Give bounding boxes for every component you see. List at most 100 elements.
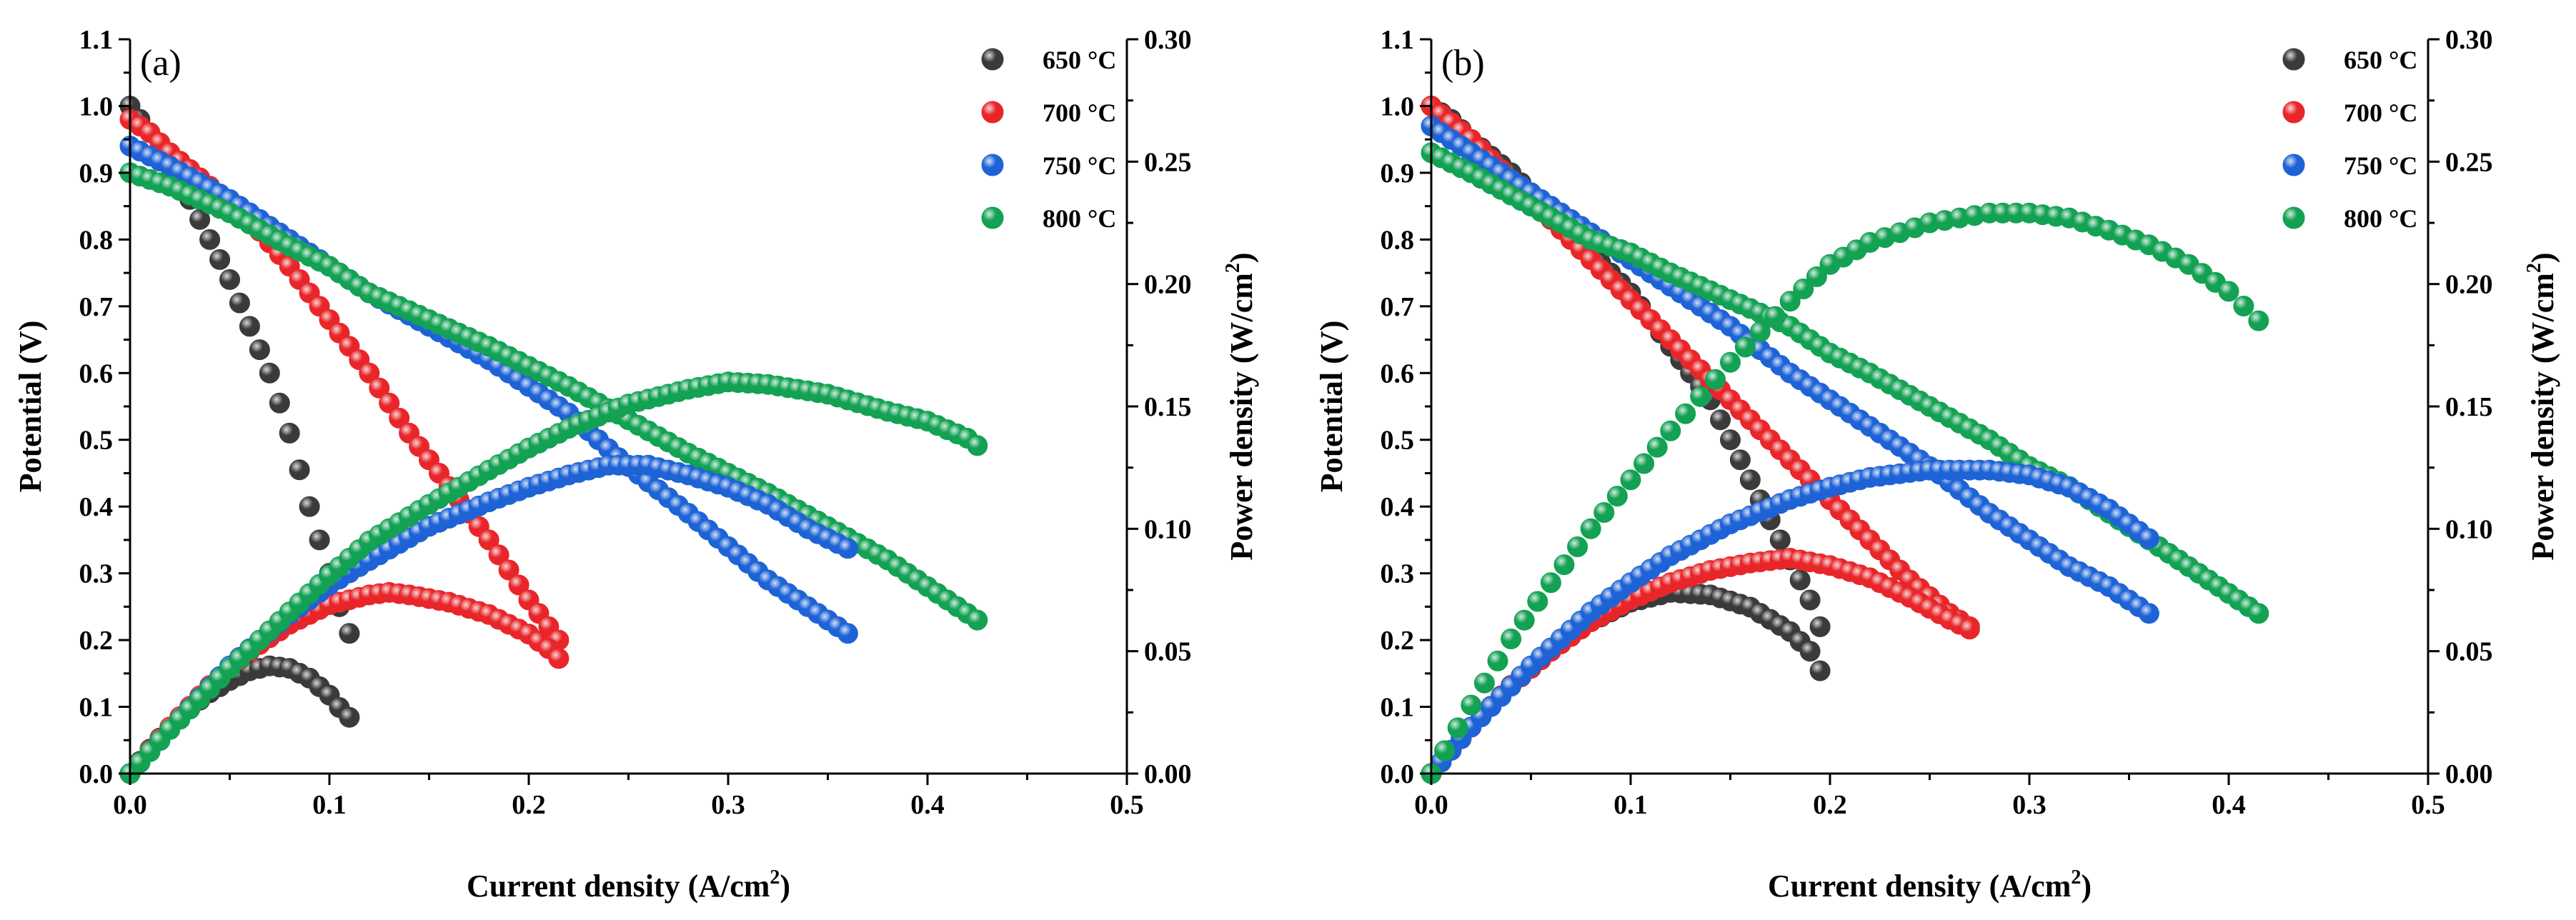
panel-label: (a) xyxy=(140,43,181,84)
data-point xyxy=(1501,629,1522,649)
y-tick-label: 0.1 xyxy=(1381,693,1415,723)
y2-axis-title: Power density (W/cm2) xyxy=(2523,252,2560,560)
x-tick-label: 0.5 xyxy=(1110,790,1144,820)
y2-axis-title: Power density (W/cm2) xyxy=(1222,252,1259,560)
y2-tick-label: 0.15 xyxy=(2445,392,2493,422)
data-point xyxy=(1675,403,1696,424)
y2-tick-label: 0.20 xyxy=(1144,270,1192,300)
data-point xyxy=(837,623,858,644)
x-tick-label: 0.2 xyxy=(512,790,546,820)
y-tick-label: 0.9 xyxy=(1381,159,1415,189)
y2-tick-label: 0.05 xyxy=(1144,637,1192,667)
data-point xyxy=(1809,660,1831,681)
x-tick-label: 0.0 xyxy=(1414,790,1448,820)
y-tick-label: 0.9 xyxy=(79,159,114,189)
data-point xyxy=(1734,336,1756,358)
y2-tick-label: 0.10 xyxy=(2445,514,2493,544)
chart-panel-b: 0.0 0.1 0.2 0.3 0.4 0.5 0.0 0.1 0.2 0.3 0.4 0.5 0.6 0… xyxy=(1314,25,2560,904)
data-point xyxy=(299,496,320,517)
data-point xyxy=(249,339,270,361)
y2-tick-label: 0.10 xyxy=(1144,514,1192,544)
x-tick-label: 0.3 xyxy=(2012,790,2047,820)
y2-tick-label: 0.30 xyxy=(2445,25,2493,55)
data-point xyxy=(1809,616,1831,637)
data-point xyxy=(279,422,300,444)
x-tick-label: 0.2 xyxy=(1813,790,1847,820)
chart-panel-a: 0.0 0.1 0.2 0.3 0.4 0.5 0.0 0.1 0.2 0.3 0.4 0.5 0.6 0… xyxy=(13,25,1259,904)
y2-tick-label: 0.00 xyxy=(1144,759,1192,789)
y2-tick-label: 0.25 xyxy=(2445,147,2493,177)
data-point xyxy=(967,435,988,456)
data-point xyxy=(2248,310,2269,331)
legend-marker xyxy=(981,48,1004,71)
legend-label: 700 °C xyxy=(2344,99,2417,127)
x-axis-title: Current density (A/cm2) xyxy=(467,866,790,904)
legend-marker xyxy=(981,206,1004,229)
y-tick-label: 0.7 xyxy=(79,292,114,322)
x-axis-title: Current density (A/cm2) xyxy=(1768,866,2092,904)
series-800-power xyxy=(119,371,988,784)
data-point xyxy=(269,392,290,414)
data-point xyxy=(1690,386,1711,407)
data-point xyxy=(1447,717,1468,739)
y-tick-label: 0.0 xyxy=(79,759,114,789)
data-point xyxy=(1567,536,1588,557)
y-tick-label: 1.1 xyxy=(79,25,114,55)
legend-label: 800 °C xyxy=(2344,204,2417,233)
data-point xyxy=(1739,469,1761,491)
data-point xyxy=(1461,694,1482,716)
data-point xyxy=(1749,321,1771,342)
data-point xyxy=(1705,369,1726,390)
data-point xyxy=(1660,420,1681,441)
data-point xyxy=(379,392,400,414)
data-point xyxy=(1799,641,1821,662)
data-point xyxy=(1764,306,1786,327)
data-point xyxy=(1729,449,1751,471)
data-point xyxy=(1720,351,1741,373)
data-point xyxy=(498,559,519,581)
x-tick-label: 0.4 xyxy=(910,790,945,820)
data-point xyxy=(2248,603,2269,624)
data-point xyxy=(239,316,260,337)
x-tick-label: 0.1 xyxy=(312,790,347,820)
y-tick-label: 0.0 xyxy=(1381,759,1415,789)
data-point xyxy=(309,529,330,551)
y-tick-label: 0.3 xyxy=(1381,559,1415,589)
y-tick-label: 0.5 xyxy=(79,426,114,456)
y-tick-label: 1.1 xyxy=(1381,25,1415,55)
y-tick-label: 0.1 xyxy=(79,693,114,723)
data-point xyxy=(289,459,310,481)
y-tick-label: 1.0 xyxy=(1381,91,1415,121)
data-point xyxy=(1553,554,1575,576)
y2-tick-label: 0.20 xyxy=(2445,270,2493,300)
legend-label: 700 °C xyxy=(1043,99,1116,127)
data-point xyxy=(359,362,380,384)
y2-tick-label: 0.05 xyxy=(2445,637,2493,667)
x-tick-label: 0.4 xyxy=(2212,790,2246,820)
series-800-potential xyxy=(1421,142,2269,624)
legend-label: 650 °C xyxy=(2344,46,2417,74)
data-point xyxy=(1434,740,1456,761)
legend-label: 750 °C xyxy=(1043,151,1116,180)
data-point xyxy=(369,377,390,399)
y-tick-label: 0.4 xyxy=(1381,492,1415,522)
data-point xyxy=(1799,589,1821,611)
y-axis-title: Potential (V) xyxy=(1314,321,1349,493)
legend-label: 650 °C xyxy=(1043,46,1116,74)
legend-marker xyxy=(2282,48,2305,71)
data-point xyxy=(1806,266,1827,287)
x-tick-label: 0.3 xyxy=(711,790,745,820)
y-tick-label: 0.7 xyxy=(1381,292,1415,322)
data-point xyxy=(219,269,240,290)
series-750-potential xyxy=(1421,116,2159,624)
legend-label: 750 °C xyxy=(2344,151,2417,180)
data-point xyxy=(2233,296,2254,316)
data-point xyxy=(389,407,410,429)
legend-label: 800 °C xyxy=(1043,204,1116,233)
y-axis-title: Potential (V) xyxy=(13,321,48,493)
x-tick-label: 0.5 xyxy=(2411,790,2445,820)
y2-tick-label: 0.30 xyxy=(1144,25,1192,55)
x-tick-label: 0.1 xyxy=(1613,790,1648,820)
y2-tick-label: 0.25 xyxy=(1144,147,1192,177)
